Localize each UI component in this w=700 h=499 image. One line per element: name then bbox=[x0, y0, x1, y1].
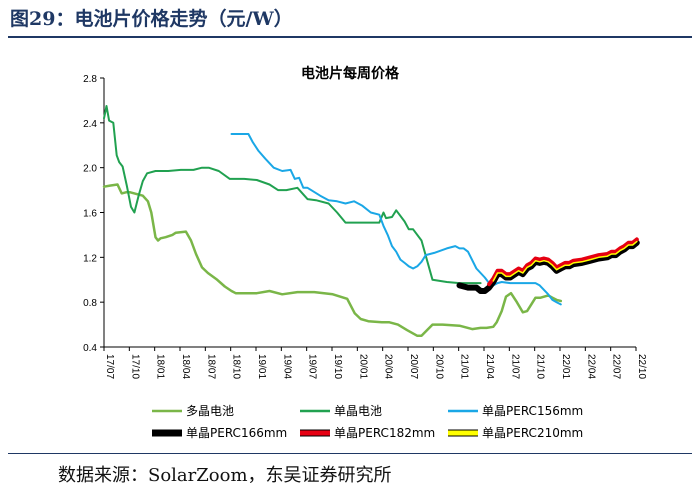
x-tick-label: 19/04 bbox=[281, 354, 292, 379]
x-tick-label: 21/04 bbox=[484, 354, 495, 379]
x-tick-label: 22/10 bbox=[636, 354, 647, 379]
x-tick-label: 22/04 bbox=[585, 354, 596, 379]
legend-label: 单晶PERC166mm bbox=[186, 426, 287, 440]
series-line-6 bbox=[492, 240, 638, 282]
x-tick-label: 21/01 bbox=[459, 354, 470, 379]
chart-title: 电池片每周价格 bbox=[301, 65, 400, 82]
x-tick-label: 18/07 bbox=[205, 354, 216, 379]
plot-area bbox=[102, 105, 640, 338]
y-tick-label: 2.0 bbox=[83, 164, 97, 175]
x-tick-label: 20/07 bbox=[408, 354, 419, 379]
x-tick-label: 19/10 bbox=[332, 354, 343, 379]
y-tick-label: 0.4 bbox=[83, 343, 97, 354]
y-tick-label: 2.8 bbox=[83, 74, 97, 85]
x-tick-label: 18/10 bbox=[231, 354, 242, 379]
x-tick-label: 17/07 bbox=[104, 354, 115, 379]
x-tick-label: 20/01 bbox=[357, 354, 368, 379]
legend-label: 单晶PERC210mm bbox=[482, 426, 583, 440]
legend-label: 单晶PERC182mm bbox=[334, 426, 435, 440]
x-tick-label: 20/04 bbox=[383, 354, 394, 379]
x-tick-label: 19/07 bbox=[307, 354, 318, 379]
x-tick-label: 21/10 bbox=[535, 354, 546, 379]
chart-axes: 0.4 0.8 1.2 1.6 2.0 2.4 2.8 17/07 17/10 18/01 18/0… bbox=[83, 74, 647, 379]
figure-title: 图29：电池片价格走势（元/W） bbox=[10, 8, 293, 30]
x-tick-label: 22/07 bbox=[611, 354, 622, 379]
y-tick-label: 0.8 bbox=[83, 298, 97, 309]
series-line-3 bbox=[230, 133, 562, 306]
y-tick-label: 2.4 bbox=[83, 119, 97, 130]
x-tick-label: 19/01 bbox=[256, 354, 267, 379]
series-line-1 bbox=[102, 183, 563, 338]
series-line-4 bbox=[456, 239, 640, 294]
series-line-2 bbox=[103, 105, 482, 285]
data-source: 数据来源：SolarZoom，东吴证券研究所 bbox=[58, 465, 392, 486]
y-tick-label: 1.2 bbox=[83, 253, 97, 264]
x-tick-label: 18/01 bbox=[155, 354, 166, 379]
x-tick-label: 20/10 bbox=[433, 354, 444, 379]
x-tick-label: 18/04 bbox=[180, 354, 191, 379]
x-tick-label: 17/10 bbox=[129, 354, 140, 379]
x-tick-label: 22/01 bbox=[560, 354, 571, 379]
x-tick-label: 21/07 bbox=[509, 354, 520, 379]
bottom-divider bbox=[8, 453, 692, 454]
top-divider bbox=[8, 36, 692, 38]
legend-label: 多晶电池 bbox=[186, 404, 234, 418]
legend-label: 单晶PERC156mm bbox=[482, 404, 583, 418]
chart-legend: 多晶电池 单晶电池 单晶PERC156mm 单晶PERC166mm 单晶PERC182m… bbox=[152, 404, 583, 440]
series-line-5 bbox=[487, 237, 639, 287]
legend-label: 单晶电池 bbox=[334, 404, 382, 418]
y-tick-label: 1.6 bbox=[83, 209, 97, 220]
